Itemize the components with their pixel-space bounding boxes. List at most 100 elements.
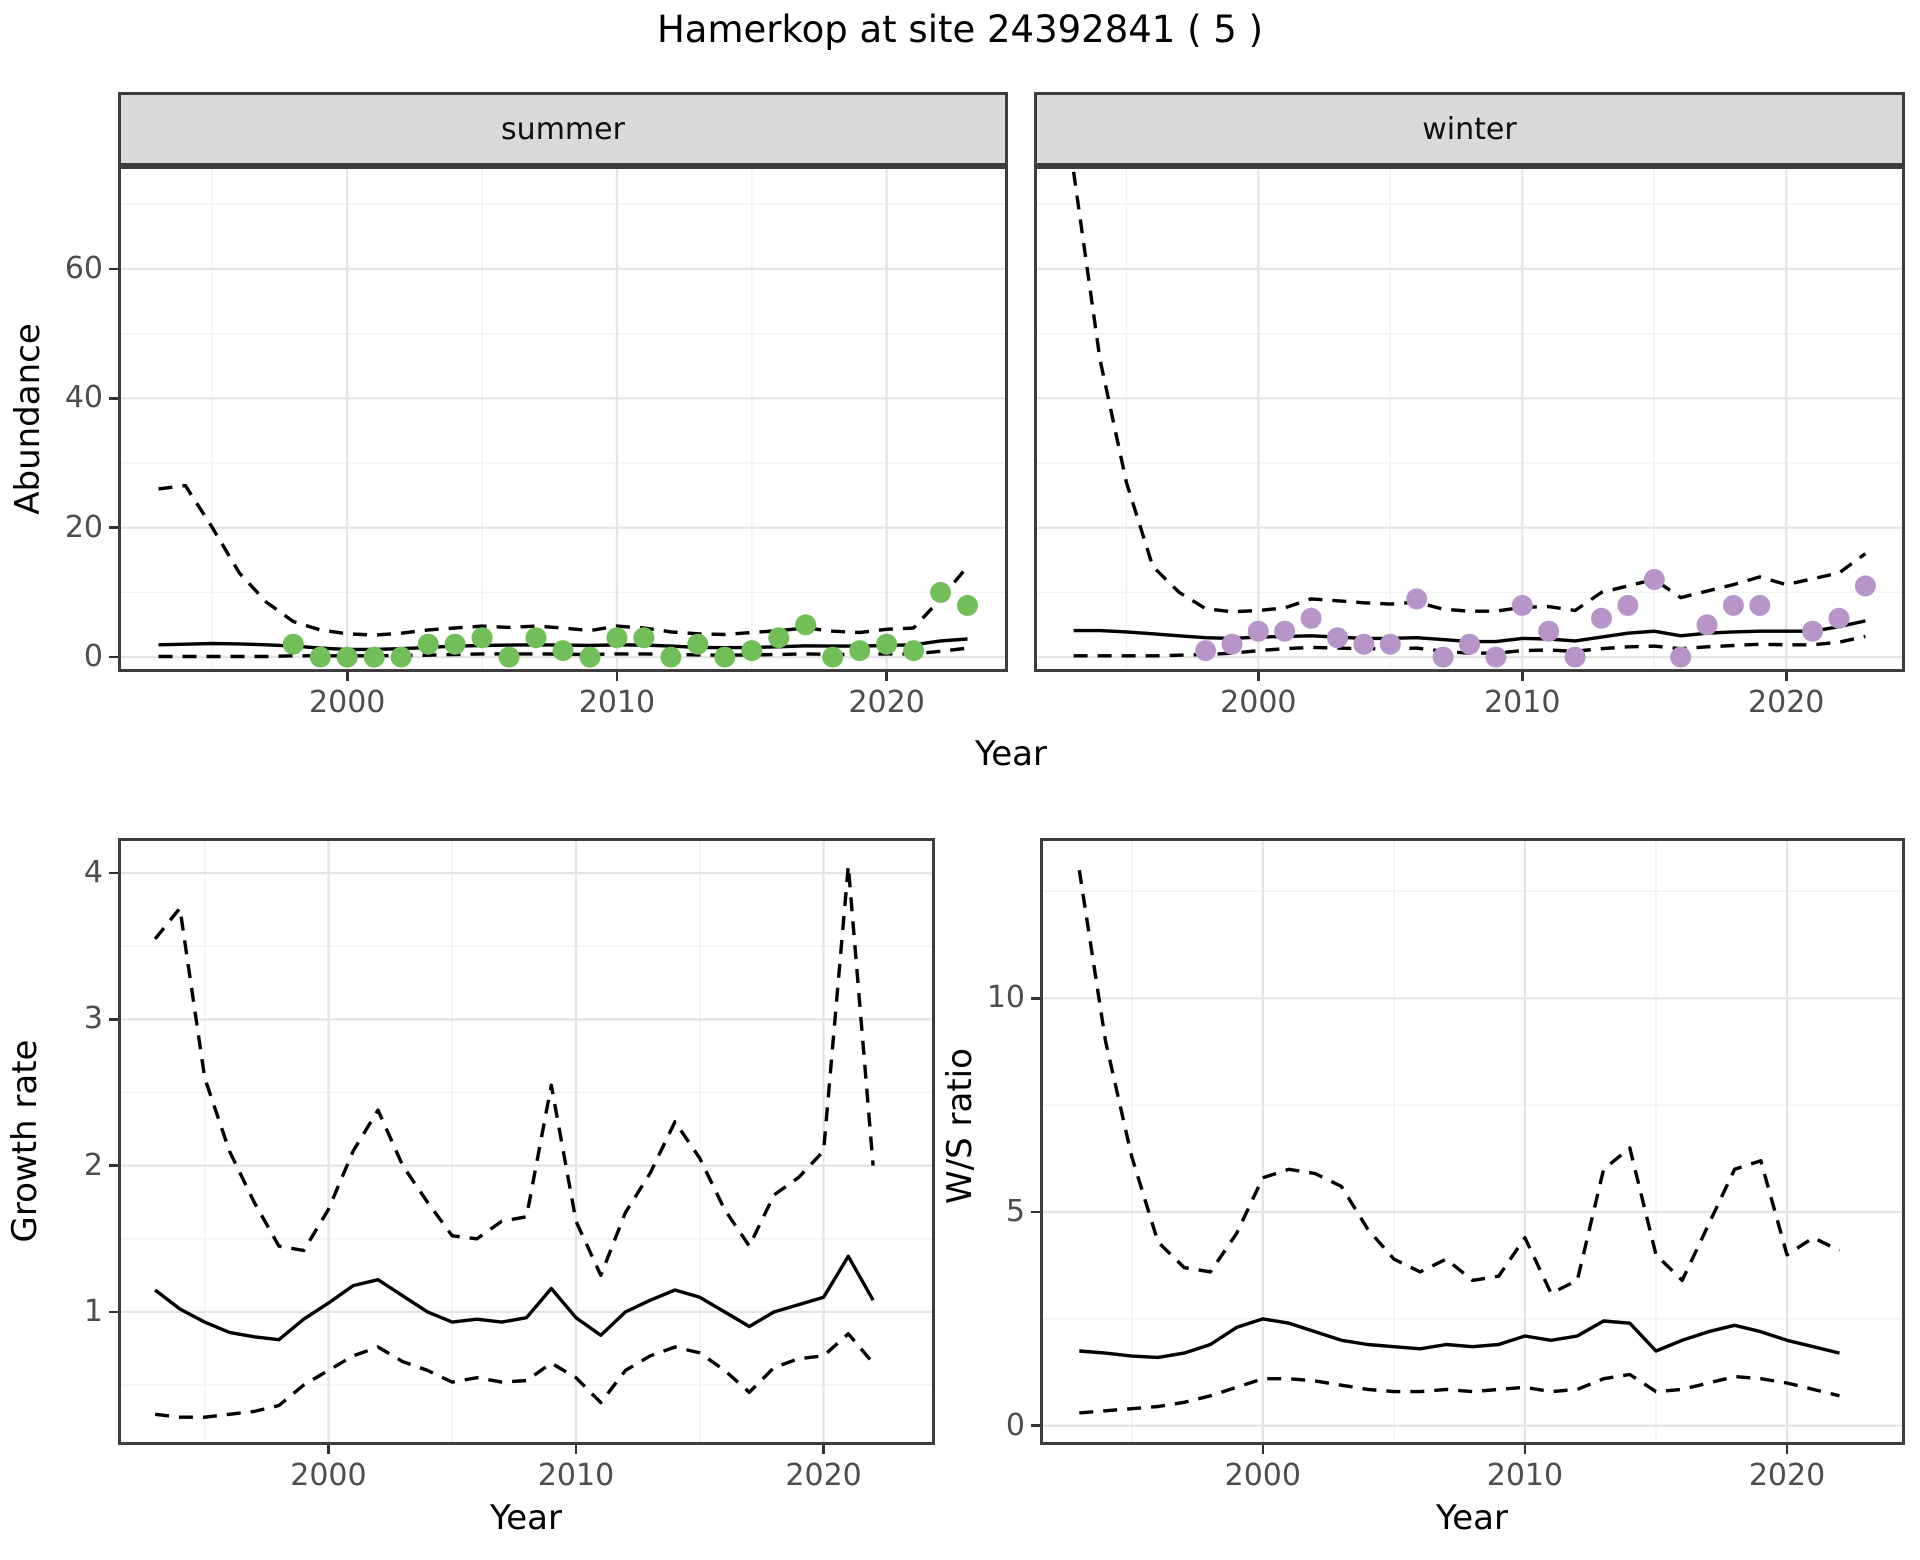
x-axis-tick — [1785, 1445, 1789, 1454]
data-point — [957, 594, 978, 616]
y-tick-label: 60 — [64, 250, 103, 286]
data-point — [1591, 607, 1612, 629]
x-axis-title-ws: Year — [1436, 1498, 1508, 1538]
figure-title: Hamerkop at site 24392841 ( 5 ) — [656, 8, 1264, 51]
y-tick-label: 10 — [986, 980, 1025, 1016]
data-point — [525, 627, 547, 649]
y-tick-label: 2 — [83, 1147, 103, 1183]
data-point — [1406, 588, 1428, 610]
y-axis-tick — [109, 267, 118, 271]
data-point — [660, 646, 682, 668]
x-tick-label: 2000 — [309, 685, 386, 720]
data-point — [849, 640, 871, 662]
panel-background — [118, 166, 1008, 672]
data-point — [768, 627, 790, 649]
data-point — [795, 614, 817, 636]
data-point — [552, 640, 574, 662]
data-point — [1749, 594, 1771, 616]
x-axis-tick — [327, 1445, 330, 1454]
ci-upper-line — [1077, 869, 1841, 1295]
panel-winter — [1034, 166, 1905, 672]
fit-line — [154, 1254, 875, 1342]
data-point — [1722, 594, 1744, 616]
data-point — [1538, 620, 1560, 642]
facet-strip-winter: winter — [1034, 92, 1905, 166]
data-point — [1670, 646, 1692, 668]
x-tick-label: 2010 — [1486, 1458, 1564, 1493]
data-point — [1353, 633, 1375, 655]
panel-border — [1040, 838, 1905, 1445]
data-point — [1696, 614, 1718, 636]
x-tick-label: 2000 — [1224, 1458, 1301, 1493]
panel-background — [1034, 166, 1905, 672]
y-axis-title-growth-rate: Growth rate — [5, 1039, 45, 1243]
x-axis-tick — [1261, 1445, 1265, 1454]
y-axis-tick — [109, 655, 118, 659]
data-point — [309, 646, 331, 668]
x-axis-tick — [1520, 672, 1524, 681]
ci-lower-line — [1079, 1372, 1840, 1415]
panel-ws-ratio — [1040, 838, 1905, 1445]
ci-upper-line — [1071, 171, 1867, 614]
y-tick-label: 20 — [64, 509, 103, 545]
data-point — [282, 633, 304, 655]
data-point — [1327, 627, 1348, 649]
x-axis-tick — [615, 672, 619, 681]
data-point — [903, 640, 925, 662]
data-point — [1432, 646, 1454, 668]
x-tick-label: 2020 — [1748, 1458, 1826, 1493]
data-point — [1459, 633, 1480, 655]
x-axis-tick — [1257, 672, 1260, 681]
data-point — [822, 646, 844, 668]
ci-lower-line — [154, 1332, 875, 1419]
y-tick-label: 4 — [83, 855, 103, 891]
data-point — [687, 633, 709, 655]
data-point — [498, 646, 520, 668]
data-point — [444, 633, 466, 655]
x-axis-tick — [822, 1445, 825, 1454]
facet-strip-summer: summer — [118, 92, 1008, 166]
data-point — [336, 646, 358, 668]
x-axis-title-top: Year — [975, 734, 1047, 774]
data-point — [1247, 620, 1269, 642]
y-axis-tick — [1031, 996, 1040, 1000]
y-tick-label: 40 — [64, 380, 103, 416]
fit-line — [1079, 1317, 1840, 1360]
data-point — [471, 627, 493, 649]
y-tick-label: 3 — [83, 1001, 103, 1037]
panel-border — [118, 838, 935, 1445]
data-point — [1195, 640, 1217, 662]
x-axis-tick — [1523, 1445, 1527, 1454]
data-point — [1802, 620, 1824, 642]
data-point — [1643, 569, 1665, 590]
panel-border — [1034, 166, 1905, 672]
data-point — [876, 633, 898, 655]
data-point — [741, 640, 763, 662]
y-axis-tick — [109, 1164, 118, 1167]
data-point — [1511, 594, 1533, 616]
ci-upper-line — [158, 483, 969, 637]
data-point — [714, 646, 736, 668]
y-axis-tick — [109, 526, 118, 529]
x-tick-label: 2010 — [537, 1458, 615, 1493]
data-point — [633, 627, 655, 649]
x-tick-label: 2000 — [1220, 685, 1297, 720]
x-tick-label: 2000 — [290, 1458, 367, 1493]
data-point — [1564, 646, 1586, 668]
data-point — [1300, 607, 1322, 629]
x-axis-title-growth: Year — [490, 1498, 562, 1538]
data-point — [1379, 633, 1401, 655]
x-axis-tick — [345, 672, 349, 681]
data-point — [390, 646, 412, 668]
data-point — [1854, 575, 1876, 597]
x-axis-tick — [885, 672, 888, 681]
data-point — [1617, 594, 1639, 616]
data-point — [1485, 646, 1507, 668]
y-axis-tick — [109, 1018, 118, 1021]
x-axis-tick — [574, 1445, 578, 1454]
x-tick-label: 2020 — [848, 685, 925, 720]
x-axis-tick — [1784, 672, 1788, 681]
x-tick-label: 2020 — [785, 1458, 862, 1493]
y-axis-tick — [109, 871, 118, 875]
